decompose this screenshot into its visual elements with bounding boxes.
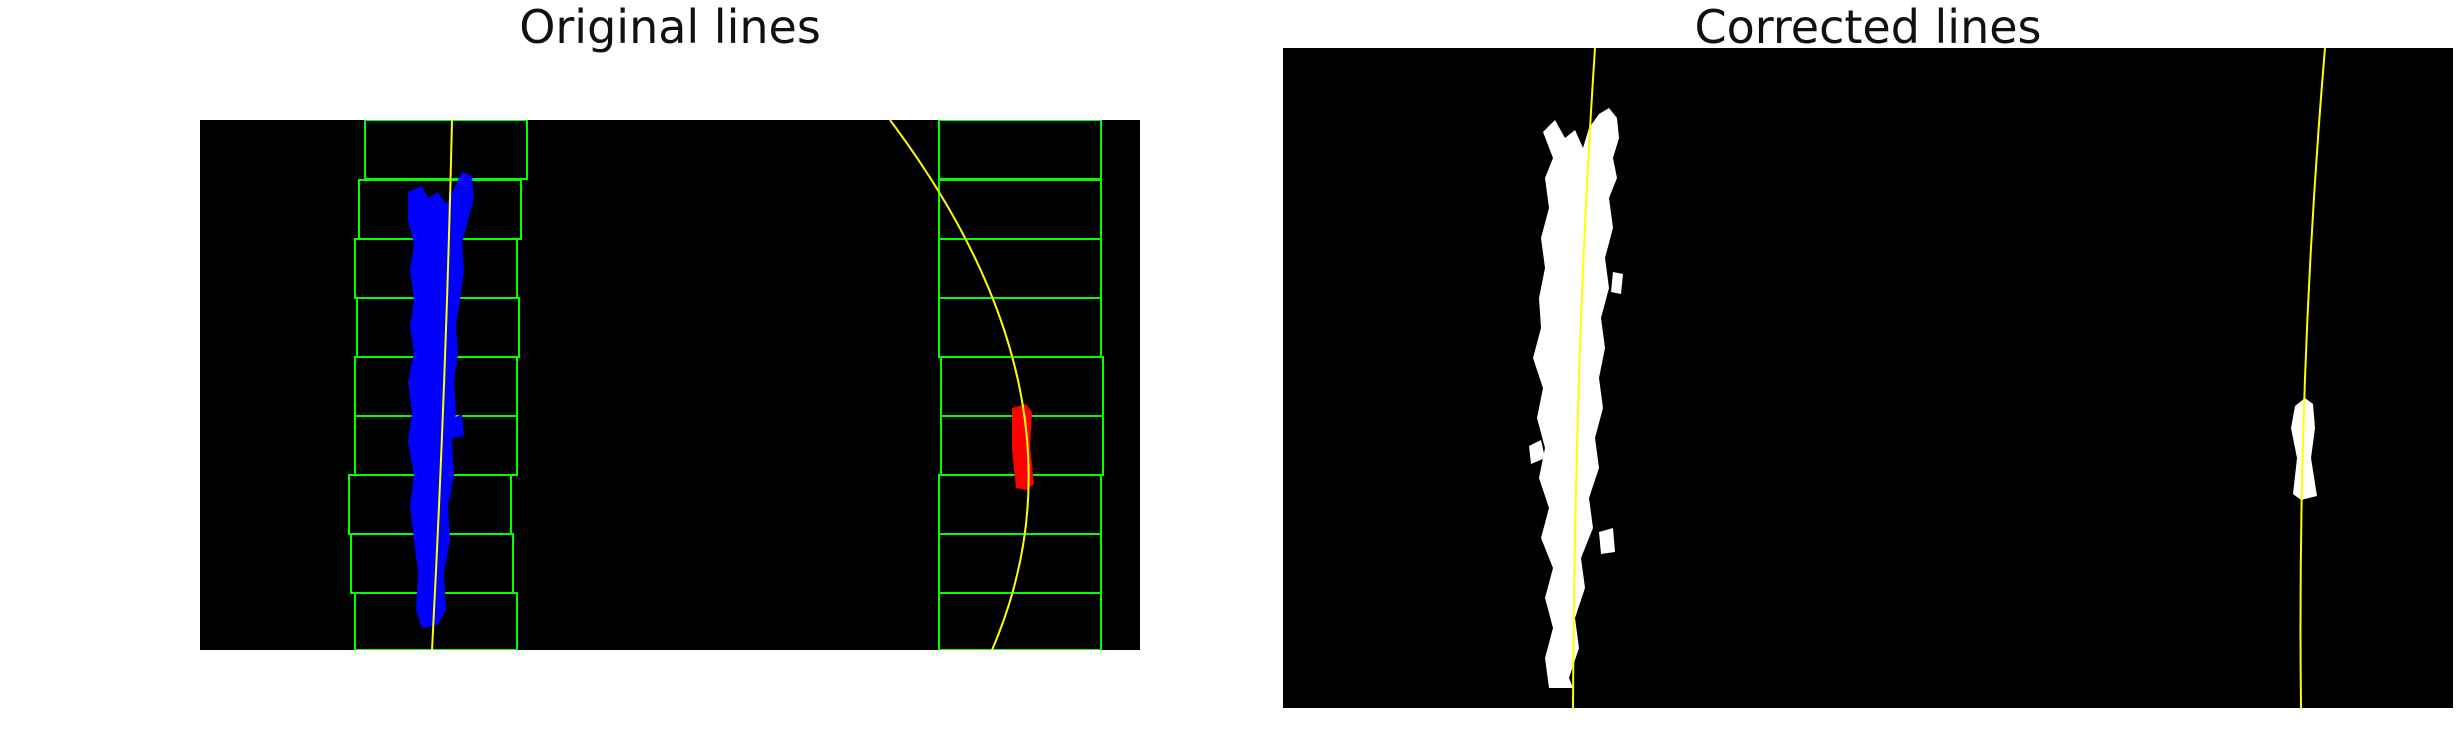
right-lane-binary-pixels: [2291, 398, 2317, 500]
right-fit-line: [889, 120, 1030, 650]
left-lane-binary-pixels: [1529, 108, 1623, 688]
search-window: [364, 120, 528, 180]
original-lines-canvas: [348, 120, 1104, 650]
search-window: [938, 238, 1102, 299]
left-lane-pixels: [408, 172, 474, 628]
fit-lines: [1572, 48, 2326, 708]
corrected-lines-title: Corrected lines: [1694, 0, 2042, 54]
left-fit-line: [1572, 48, 1596, 708]
search-window: [938, 120, 1102, 180]
original-lines-image: [200, 120, 1140, 650]
fit-lines: [431, 120, 1030, 650]
right-lane-pixels: [1012, 404, 1034, 490]
search-window: [938, 592, 1102, 650]
right-search-windows: [938, 120, 1104, 650]
left-fit-line: [431, 120, 453, 650]
search-window: [938, 179, 1102, 240]
corrected-lines-canvas: [1529, 48, 2326, 708]
corrected-lines-image: [1283, 48, 2453, 708]
right-fit-line: [2299, 48, 2326, 708]
original-lines-title: Original lines: [519, 0, 821, 54]
search-window: [938, 297, 1102, 358]
